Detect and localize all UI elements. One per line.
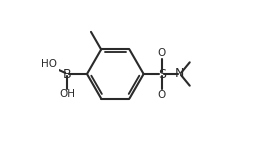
Text: HO: HO	[41, 59, 57, 69]
Text: O: O	[158, 48, 166, 58]
Text: O: O	[158, 90, 166, 100]
Text: N: N	[175, 67, 185, 80]
Text: B: B	[62, 67, 71, 81]
Text: S: S	[158, 67, 166, 81]
Text: OH: OH	[59, 89, 75, 99]
